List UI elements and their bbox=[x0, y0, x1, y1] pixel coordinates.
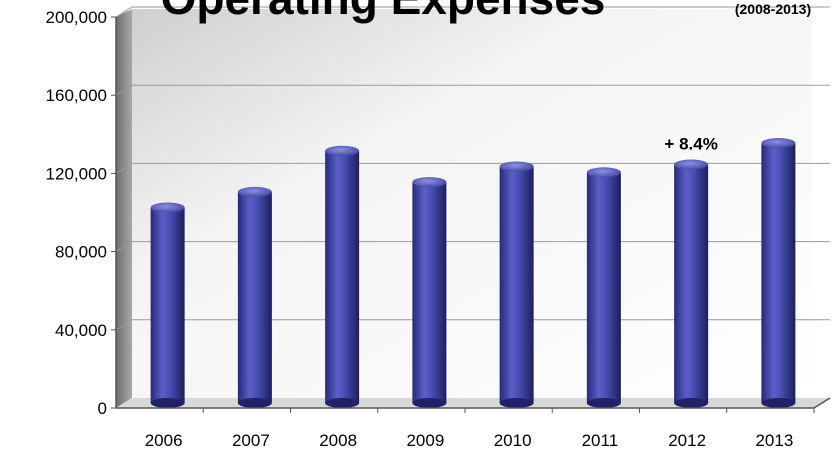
bar-top bbox=[412, 177, 447, 188]
y-tick-label: 120,000 bbox=[46, 164, 107, 183]
plot-background bbox=[116, 9, 830, 408]
chart-subtitle: (2008-2013) bbox=[735, 1, 811, 17]
grid-line-side bbox=[115, 319, 133, 331]
y-tick-label: 40,000 bbox=[55, 321, 107, 340]
bar-base bbox=[412, 398, 447, 408]
bar-base bbox=[325, 398, 360, 408]
x-tick-label: 2008 bbox=[319, 431, 357, 450]
bar bbox=[150, 202, 185, 408]
bar-body bbox=[499, 166, 534, 403]
bar-body bbox=[674, 164, 709, 403]
y-tick-label: 80,000 bbox=[55, 243, 107, 262]
bar-top bbox=[237, 186, 272, 197]
y-axis-ticks: 0 40,000 80,000 120,000 160,000 200,000 bbox=[46, 8, 116, 418]
bar bbox=[761, 137, 796, 408]
plot-floor bbox=[116, 398, 830, 408]
bar-body bbox=[412, 182, 447, 403]
y-tick-label: 0 bbox=[98, 399, 107, 418]
chart-title: Operating Expenses bbox=[161, 0, 606, 24]
bar-top bbox=[325, 145, 360, 156]
grid-line-side bbox=[115, 241, 133, 253]
x-tick-label: 2011 bbox=[582, 431, 619, 450]
plot-side-wall bbox=[116, 9, 132, 408]
bar-body bbox=[761, 142, 796, 404]
x-axis-line-back bbox=[813, 397, 831, 409]
x-tick-label: 2007 bbox=[232, 431, 270, 450]
x-tick-label: 2006 bbox=[145, 431, 183, 450]
bar bbox=[674, 159, 709, 408]
x-tick-label: 2012 bbox=[668, 431, 706, 450]
grid-line-side bbox=[115, 162, 133, 174]
annotation-label: + 8.4% bbox=[664, 134, 717, 153]
bar-body bbox=[237, 191, 272, 403]
bar-top bbox=[499, 161, 534, 172]
bars bbox=[150, 137, 796, 408]
bar-base bbox=[499, 398, 534, 408]
plot-back-wall bbox=[132, 9, 812, 398]
y-tick-label: 200,000 bbox=[46, 8, 107, 27]
bar-base bbox=[586, 398, 621, 408]
bar-body bbox=[325, 150, 360, 403]
bar-body bbox=[150, 207, 185, 403]
x-axis-ticks: 2006 2007 2008 2009 2010 2011 2012 2013 bbox=[145, 408, 815, 450]
bar-base bbox=[237, 398, 272, 408]
bar bbox=[412, 177, 447, 408]
bar-base bbox=[674, 398, 709, 408]
bar-base bbox=[150, 398, 185, 408]
bar-top bbox=[761, 137, 796, 148]
bar bbox=[586, 167, 621, 408]
y-tick-label: 160,000 bbox=[46, 86, 107, 105]
bar bbox=[237, 186, 272, 408]
x-tick-label: 2009 bbox=[406, 431, 444, 450]
grid-line-side bbox=[115, 6, 133, 18]
bar-top bbox=[586, 167, 621, 178]
x-tick-label: 2010 bbox=[494, 431, 532, 450]
bar bbox=[499, 161, 534, 408]
x-tick-label: 2013 bbox=[755, 431, 793, 450]
bar bbox=[325, 145, 360, 408]
bar-top bbox=[150, 202, 185, 213]
bar-base bbox=[761, 398, 796, 408]
bar-body bbox=[586, 172, 621, 403]
grid-line-side bbox=[115, 84, 133, 96]
bar-top bbox=[674, 159, 709, 170]
